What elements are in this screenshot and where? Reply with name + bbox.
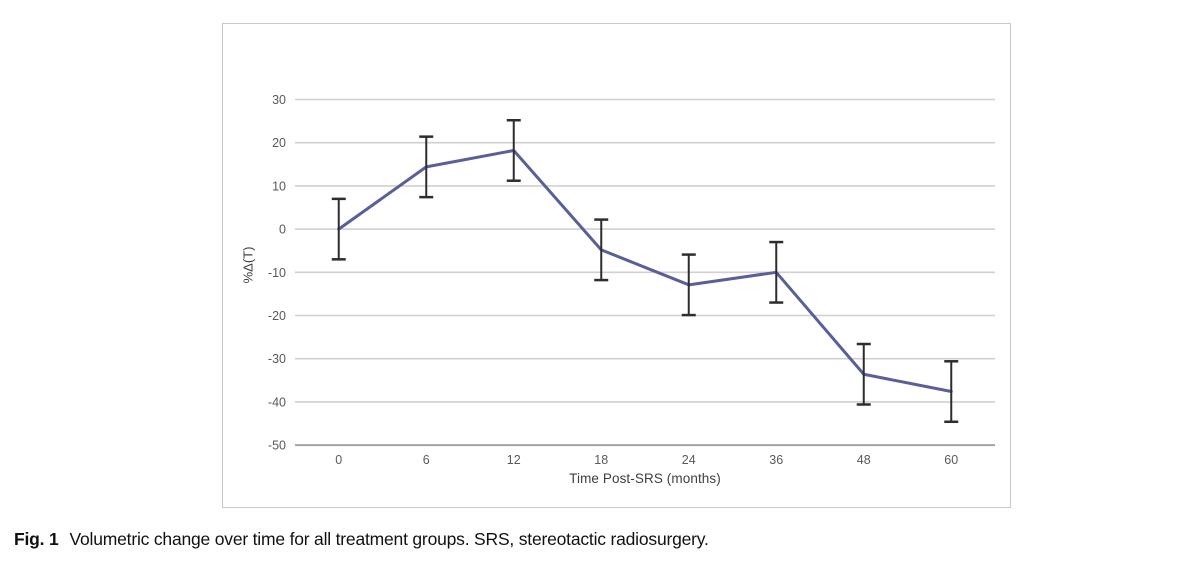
- x-tick-label: 6: [423, 453, 430, 467]
- x-axis-title: Time Post-SRS (months): [569, 471, 721, 486]
- chart-frame: [222, 23, 1011, 508]
- figure-caption: Fig. 1 Volumetric change over time for al…: [14, 529, 709, 550]
- y-tick-label: -10: [268, 266, 286, 280]
- x-tick-label: 12: [507, 453, 521, 467]
- x-tick-label: 36: [769, 453, 783, 467]
- y-tick-label: -20: [268, 309, 286, 323]
- x-tick-label: 0: [335, 453, 342, 467]
- y-tick-label: -40: [268, 395, 286, 409]
- y-tick-label: 20: [272, 136, 286, 150]
- figure-caption-text: Volumetric change over time for all trea…: [69, 529, 709, 549]
- y-tick-label: -30: [268, 352, 286, 366]
- figure-caption-label: Fig. 1: [14, 529, 59, 549]
- y-tick-label: -50: [268, 439, 286, 453]
- y-axis-title: %Δ(T): [240, 246, 256, 284]
- y-tick-label: 30: [272, 93, 286, 107]
- y-tick-label: 0: [279, 223, 286, 237]
- x-tick-label: 24: [682, 453, 696, 467]
- data-series-line: [337, 148, 953, 394]
- x-tick-label: 48: [857, 453, 871, 467]
- x-tick-label: 18: [594, 453, 608, 467]
- y-tick-label: 10: [272, 179, 286, 193]
- x-tick-label: 60: [944, 453, 958, 467]
